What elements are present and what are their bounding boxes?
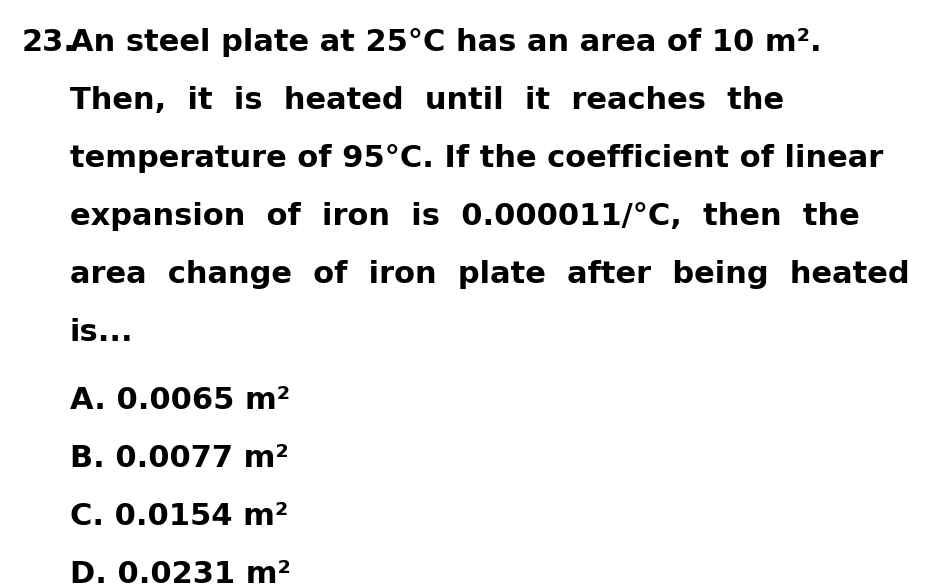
Text: D. 0.0231 m²: D. 0.0231 m² (70, 560, 290, 585)
Text: expansion  of  iron  is  0.000011/°C,  then  the: expansion of iron is 0.000011/°C, then t… (70, 202, 860, 231)
Text: 23.: 23. (22, 28, 75, 57)
Text: Then,  it  is  heated  until  it  reaches  the: Then, it is heated until it reaches the (70, 86, 785, 115)
Text: area  change  of  iron  plate  after  being  heated: area change of iron plate after being he… (70, 260, 910, 289)
Text: An steel plate at 25°C has an area of 10 m².: An steel plate at 25°C has an area of 10… (70, 28, 821, 57)
Text: C. 0.0154 m²: C. 0.0154 m² (70, 502, 289, 531)
Text: B. 0.0077 m²: B. 0.0077 m² (70, 444, 289, 473)
Text: is...: is... (70, 318, 134, 347)
Text: A. 0.0065 m²: A. 0.0065 m² (70, 386, 290, 415)
Text: temperature of 95°C. If the coefficient of linear: temperature of 95°C. If the coefficient … (70, 144, 884, 173)
